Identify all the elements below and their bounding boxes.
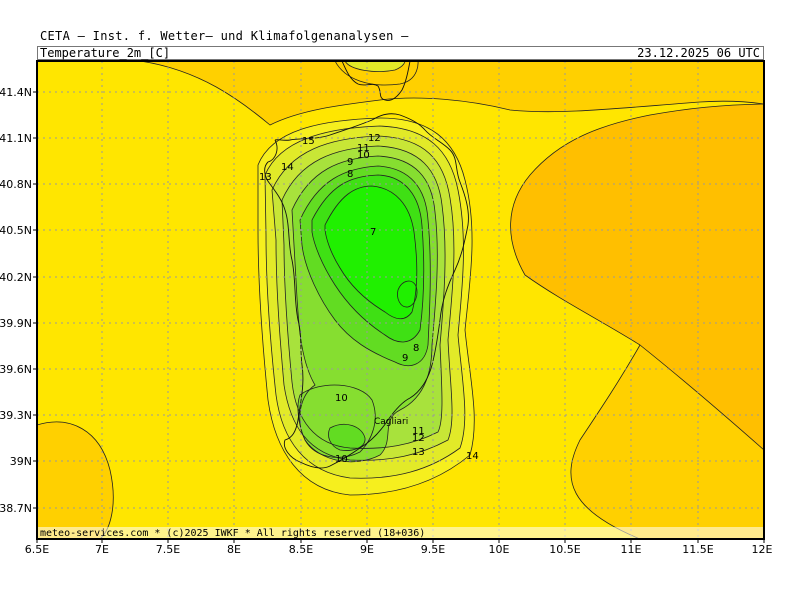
x-tick-label: 10.5E xyxy=(549,543,580,556)
contour-label: 13 xyxy=(412,447,425,458)
map-field: 15 12 11 10 9 8 14 13 7 8 9 10 11 12 13 … xyxy=(37,61,764,539)
contour-label: 10 xyxy=(357,150,370,161)
y-tick-label: 40.8N xyxy=(0,178,32,191)
contour-label: 13 xyxy=(259,172,272,183)
contour-label: 8 xyxy=(413,343,419,354)
x-tick-label: 9E xyxy=(360,543,374,556)
graticule xyxy=(37,61,764,539)
band-13-north xyxy=(345,61,405,72)
valid-time: 23.12.2025 06 UTC xyxy=(637,46,760,60)
coastline xyxy=(264,61,469,469)
y-tick-label: 41.1N xyxy=(0,132,32,145)
warm-zone-southeast xyxy=(570,345,764,539)
map-frame xyxy=(36,60,765,540)
info-bar: Temperature_2m_[C] 23.12.2025 06 UTC xyxy=(37,46,764,60)
chart-provider-title: CETA — Inst. f. Wetter— und Klimafolgena… xyxy=(40,29,409,43)
footer-strip xyxy=(38,527,763,538)
contour-label: 9 xyxy=(402,353,408,364)
band-7 xyxy=(325,186,417,319)
contour-label: 14 xyxy=(281,162,294,173)
contour-label: 12 xyxy=(412,433,425,444)
contour-label: 15 xyxy=(302,136,315,147)
contour-label: 7 xyxy=(370,227,376,238)
x-tick-label: 7.5E xyxy=(156,543,180,556)
x-tick-label: 6.5E xyxy=(25,543,49,556)
y-tick-label: 39N xyxy=(10,455,32,468)
contour-label: 10 xyxy=(335,393,348,404)
x-axis-labels: 6.5E 7E 7.5E 8E 8.5E 9E 9.5E 10E 10.5E 1… xyxy=(25,543,773,556)
contour-label: 11 xyxy=(357,143,370,154)
place-label-cagliari: Cagliari xyxy=(374,417,408,427)
contour-lines xyxy=(37,61,764,539)
x-tick-label: 7E xyxy=(95,543,109,556)
contour-label: 12 xyxy=(368,133,381,144)
band-9-south xyxy=(328,424,366,451)
y-tick-label: 40.5N xyxy=(0,224,32,237)
x-tick-label: 9.5E xyxy=(421,543,445,556)
contour-label: 10 xyxy=(335,454,348,465)
field-label: Temperature_2m_[C] xyxy=(40,46,171,60)
x-tick-label: 11.5E xyxy=(682,543,713,556)
y-tick-label: 39.3N xyxy=(0,409,32,422)
y-axis-labels: 41.4N 41.1N 40.8N 40.5N 40.2N 39.9N 39.6… xyxy=(0,86,32,515)
y-tick-label: 39.9N xyxy=(0,317,32,330)
x-tick-label: 8.5E xyxy=(289,543,313,556)
x-tick-label: 12E xyxy=(752,543,773,556)
x-tick-label: 8E xyxy=(227,543,241,556)
y-tick-label: 40.2N xyxy=(0,271,32,284)
warm-zone-southwest xyxy=(37,422,114,539)
x-tick-label: 11E xyxy=(621,543,642,556)
contour-label: 8 xyxy=(347,169,353,180)
contour-label: 9 xyxy=(347,157,353,168)
y-tick-label: 41.4N xyxy=(0,86,32,99)
contour-labels: 15 12 11 10 9 8 14 13 7 8 9 10 11 12 13 … xyxy=(259,133,479,465)
band-6 xyxy=(397,281,418,308)
tick-marks xyxy=(33,91,765,543)
contour-label: 14 xyxy=(466,451,479,462)
x-tick-label: 10E xyxy=(489,543,510,556)
footer-credit: meteo-services.com * (c)2025 IWKF * All … xyxy=(40,528,425,539)
contour-label: 11 xyxy=(412,426,425,437)
y-tick-label: 38.7N xyxy=(0,502,32,515)
y-tick-label: 39.6N xyxy=(0,363,32,376)
